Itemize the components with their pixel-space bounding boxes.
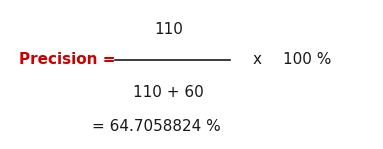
Text: 110 + 60: 110 + 60: [133, 85, 204, 100]
Text: = 64.7058824 %: = 64.7058824 %: [92, 119, 221, 134]
Text: Precision =: Precision =: [19, 52, 116, 67]
Text: 110: 110: [154, 22, 183, 37]
Text: 100 %: 100 %: [283, 52, 332, 67]
Text: x: x: [252, 52, 261, 67]
